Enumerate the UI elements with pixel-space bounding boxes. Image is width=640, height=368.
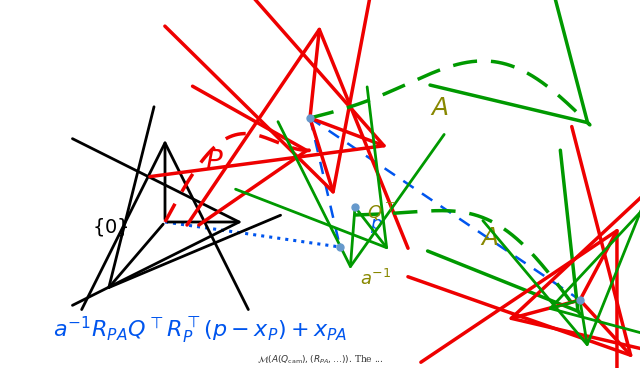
Text: $\{0\}$: $\{0\}$ xyxy=(92,216,129,238)
Text: $A$: $A$ xyxy=(480,226,499,250)
Text: $a^{-1}$: $a^{-1}$ xyxy=(360,269,391,289)
Text: $a^{-1}R_{PA}Q^{\top}R_P^{\top}(p - x_P) + x_{PA}$: $a^{-1}R_{PA}Q^{\top}R_P^{\top}(p - x_P)… xyxy=(53,315,347,346)
Text: $p$: $p$ xyxy=(370,217,383,235)
Text: $Q^{\top}$: $Q^{\top}$ xyxy=(367,201,397,223)
Text: $P$: $P$ xyxy=(205,149,224,176)
Text: $\mathcal{M}(A(Q_{\text{cam}}), (R_{PA}, \ldots))$. The ...: $\mathcal{M}(A(Q_{\text{cam}}), (R_{PA},… xyxy=(257,354,383,366)
Text: $A$: $A$ xyxy=(430,96,449,120)
